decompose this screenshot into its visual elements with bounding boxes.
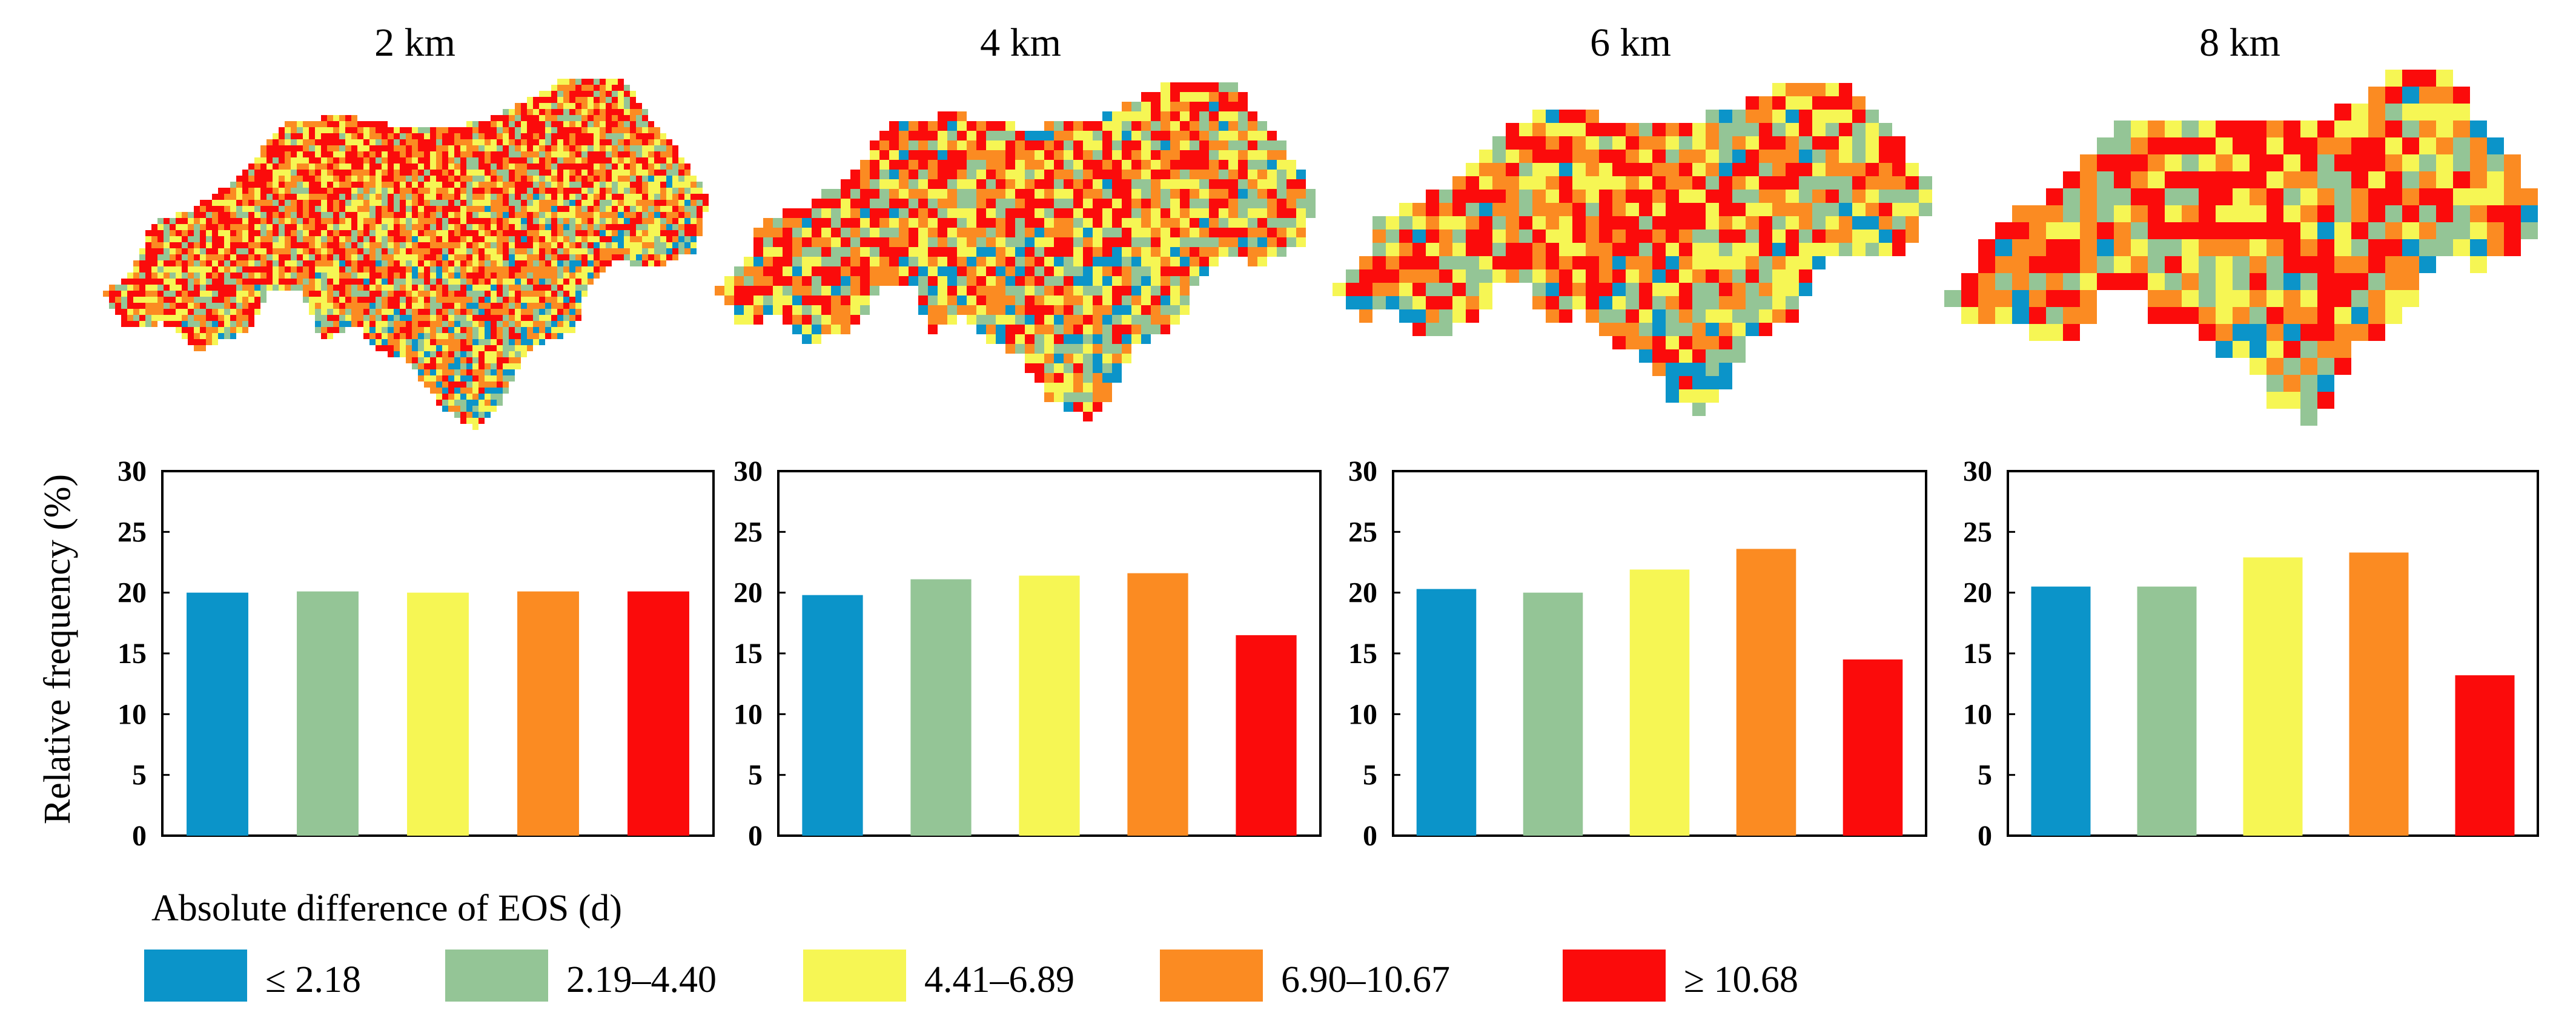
y-tick-label: 20 bbox=[733, 577, 763, 609]
raster-map-4km bbox=[715, 82, 1316, 421]
y-tick-label: 15 bbox=[118, 638, 147, 670]
bar-1 bbox=[187, 592, 248, 836]
y-tick-label: 5 bbox=[748, 759, 763, 791]
y-tick-label: 30 bbox=[118, 455, 147, 487]
bar-4 bbox=[1736, 549, 1796, 836]
bar-4 bbox=[517, 591, 579, 836]
y-tick-label: 30 bbox=[1348, 455, 1377, 487]
bar-1 bbox=[802, 595, 863, 836]
y-tick-label: 0 bbox=[748, 820, 763, 852]
bar-1 bbox=[1416, 589, 1477, 836]
legend-label: ≤ 2.18 bbox=[265, 959, 361, 1000]
bar-chart-0: 0 5 10 15 20 25 30 bbox=[118, 455, 715, 852]
y-tick-label: 20 bbox=[1348, 577, 1377, 609]
bar-5 bbox=[1843, 659, 1903, 836]
y-tick-label: 0 bbox=[132, 820, 147, 852]
y-tick-label: 10 bbox=[1348, 698, 1377, 730]
y-tick-label: 20 bbox=[118, 577, 147, 609]
legend-label: ≥ 10.68 bbox=[1684, 959, 1798, 1000]
y-tick-label: 10 bbox=[118, 698, 147, 730]
y-tick-label: 10 bbox=[1963, 698, 1992, 730]
y-tick-label: 5 bbox=[1978, 759, 1992, 791]
legend-item-1: ≤ 2.18 bbox=[144, 950, 361, 1002]
bar-charts: 0 5 10 15 20 25 30 0 5 10 15 20 25 30 0 5 10 15 20 25 30 0 5 10… bbox=[118, 455, 2539, 852]
panel-title-2km: 2 km bbox=[374, 21, 455, 65]
y-tick-label: 0 bbox=[1978, 820, 1992, 852]
bar-5 bbox=[1236, 635, 1297, 836]
legend-swatch bbox=[803, 950, 906, 1002]
legend-swatch bbox=[1160, 950, 1263, 1002]
bar-2 bbox=[297, 591, 359, 836]
y-tick-label: 25 bbox=[1963, 516, 1992, 548]
panel-title-6km: 6 km bbox=[1590, 21, 1671, 65]
y-tick-label: 0 bbox=[1363, 820, 1377, 852]
bar-chart-1: 0 5 10 15 20 25 30 bbox=[733, 455, 1322, 852]
bar-5 bbox=[2455, 675, 2515, 836]
y-tick-label: 15 bbox=[733, 638, 763, 670]
legend-title: Absolute difference of EOS (d) bbox=[151, 888, 622, 929]
legend-swatch bbox=[1563, 950, 1666, 1002]
panel-title-4km: 4 km bbox=[980, 21, 1061, 65]
bar-4 bbox=[2349, 552, 2409, 836]
legend-item-5: ≥ 10.68 bbox=[1563, 950, 1798, 1002]
y-tick-label: 5 bbox=[132, 759, 147, 791]
bar-2 bbox=[1523, 592, 1583, 836]
y-tick-label: 15 bbox=[1348, 638, 1377, 670]
y-tick-label: 30 bbox=[733, 455, 763, 487]
y-tick-label: 25 bbox=[733, 516, 763, 548]
raster-map-2km bbox=[103, 79, 709, 430]
y-tick-label: 5 bbox=[1363, 759, 1377, 791]
y-tick-label: 10 bbox=[733, 698, 763, 730]
legend: ≤ 2.18 2.19–4.40 4.41–6.89 6.90–10.67 ≥ 10.6… bbox=[144, 950, 1798, 1002]
bar-1 bbox=[2031, 586, 2091, 836]
legend-item-3: 4.41–6.89 bbox=[803, 950, 1074, 1002]
bar-5 bbox=[627, 591, 689, 836]
bar-2 bbox=[910, 579, 972, 836]
panel-title-8km: 8 km bbox=[2199, 21, 2280, 65]
legend-item-2: 2.19–4.40 bbox=[445, 950, 717, 1002]
y-tick-label: 25 bbox=[1348, 516, 1377, 548]
y-tick-label: 15 bbox=[1963, 638, 1992, 670]
bar-3 bbox=[1019, 575, 1080, 836]
y-axis-label: Relative frequency (%) bbox=[37, 474, 78, 824]
bar-chart-3: 0 5 10 15 20 25 30 bbox=[1963, 455, 2539, 852]
legend-label: 4.41–6.89 bbox=[924, 959, 1074, 1000]
y-tick-label: 30 bbox=[1963, 455, 1992, 487]
legend-item-4: 6.90–10.67 bbox=[1160, 950, 1450, 1002]
legend-label: 6.90–10.67 bbox=[1281, 959, 1450, 1000]
bar-3 bbox=[2243, 557, 2303, 836]
bar-chart-2: 0 5 10 15 20 25 30 bbox=[1348, 455, 1927, 852]
raster-map-6km bbox=[1333, 83, 1932, 416]
bar-3 bbox=[407, 592, 469, 836]
legend-swatch bbox=[144, 950, 247, 1002]
raster-map-8km bbox=[1944, 70, 2538, 426]
legend-swatch bbox=[445, 950, 548, 1002]
bar-4 bbox=[1127, 573, 1188, 836]
y-tick-label: 25 bbox=[118, 516, 147, 548]
legend-label: 2.19–4.40 bbox=[566, 959, 717, 1000]
bar-2 bbox=[2137, 586, 2197, 836]
bar-3 bbox=[1629, 569, 1690, 836]
y-tick-label: 20 bbox=[1963, 577, 1992, 609]
